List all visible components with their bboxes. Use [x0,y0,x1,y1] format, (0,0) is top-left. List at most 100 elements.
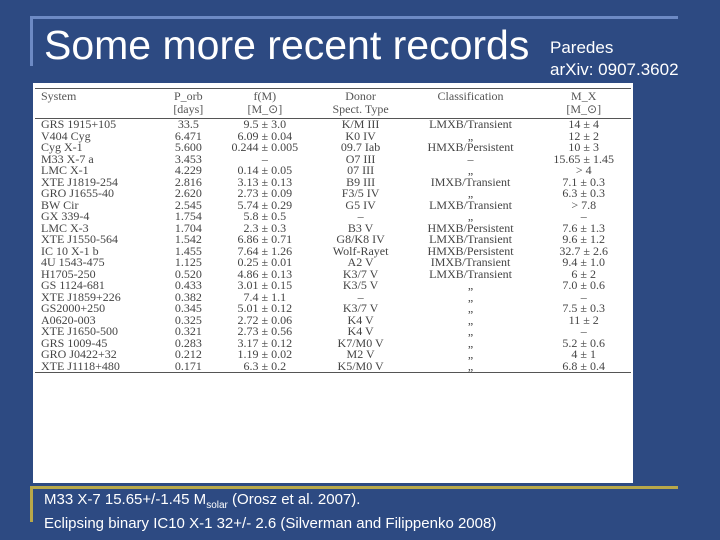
cell-donor-type: K7/M0 V [337,335,384,350]
cell-period: 2.545 [174,197,202,212]
subheader-classification [404,103,537,119]
frame-top-rule [30,16,678,19]
cell-period: 3.453 [174,151,202,166]
cell-classification: LMXB/Transient [429,232,512,246]
cell-classification: „ [467,186,474,200]
cell-bh-mass: 14 ± 4 [568,117,599,131]
cell-donor-type: 07 III [347,163,375,177]
cell-classification: „ [467,209,474,223]
table-row: GRO J0422+32 0.212 1.19 ± 0.02 M2 V „ 4 ± 1 [35,347,631,361]
header-mx: M_X [536,88,631,103]
table-row: 4U 1543-475 1.125 0.25 ± 0.01 A2 V IMXB/Tran… [35,255,631,269]
cell-mass-function: 5.74 ± 0.29 [237,197,293,212]
cell-period: 2.620 [174,186,202,200]
cell-period: 2.816 [174,174,202,189]
cell-system: LMC X-3 [41,220,89,235]
cell-system: XTE J1550-564 [41,232,118,246]
subheader-porb-unit: [days] [163,103,214,119]
slide-title: Some more recent records [44,22,530,68]
cell-system: IC 10 X-1 b [41,243,99,258]
cell-mass-function: 2.3 ± 0.3 [243,220,287,235]
table-row: XTE J1859+226 0.382 7.4 ± 1.1 – „ – [35,289,631,304]
cell-bh-mass: – [580,209,587,223]
cell-donor-type: A2 V [347,255,374,269]
cell-classification: HMXB/Persistent [427,220,514,235]
cell-donor-type: 09.7 Iab [340,140,381,154]
table-header-row: System P_orb f(M) Donor Classification M… [35,88,631,103]
cell-bh-mass: 6.8 ± 0.4 [536,360,631,373]
cell-donor-type: K4 V [347,324,374,338]
cell-mass-function: 6.09 ± 0.04 [237,128,293,143]
cell-bh-mass: 7.0 ± 0.6 [562,278,605,292]
cell-donor-type: F3/5 IV [341,186,380,200]
cell-bh-mass: 9.4 ± 1.0 [562,255,605,269]
table-row: M33 X-7 a 3.453 – O7 III – 15.65 ± 1.45 [35,151,631,166]
cell-donor-type: Wolf-Rayet [332,243,389,258]
cell-period: 0.283 [174,335,202,350]
cell-classification: LMXB/Transient [429,197,512,212]
cell-mass-function: 6.86 ± 0.71 [237,232,293,246]
cell-donor-type: K5/M0 V [316,360,405,373]
cell-mass-function: 2.73 ± 0.09 [237,186,293,200]
table-row: GRS 1915+105 33.5 9.5 ± 3.0 K/M III LMXB/Tra… [35,117,631,131]
cell-system: BW Cir [41,197,79,212]
cell-donor-type: K0 IV [345,128,376,143]
cell-system: GS 1124-681 [41,278,105,292]
cell-system: GS2000+250 [41,301,106,315]
cell-period: 1.704 [174,220,202,235]
footnote-ic10: Eclipsing binary IC10 X-1 32+/- 2.6 (Sil… [44,515,497,532]
cell-donor-type: – [357,209,364,223]
cell-classification: LMXB/Transient [429,266,512,281]
cell-classification: „ [467,163,474,177]
table-row: XTE J1550-564 1.542 6.86 ± 0.71 G8/K8 IV LMX… [35,232,631,246]
cell-period: 0.345 [174,301,202,315]
cell-period: 1.455 [174,243,202,258]
header-classification: Classification [404,88,537,103]
table-row: GX 339-4 1.754 5.8 ± 0.5 – „ – [35,209,631,223]
cell-mass-function: 6.3 ± 0.2 [213,360,317,373]
table-row: GRS 1009-45 0.283 3.17 ± 0.12 K7/M0 V „ 5.2 ±… [35,335,631,350]
cell-bh-mass: 9.6 ± 1.2 [562,232,605,246]
cell-mass-function: – [261,151,268,166]
cell-bh-mass: 7.5 ± 0.3 [562,301,605,315]
cell-donor-type: K3/7 V [342,301,379,315]
header-porb: P_orb [163,88,214,103]
cell-mass-function: 5.8 ± 0.5 [243,209,287,223]
cell-system: Cyg X-1 [41,140,83,154]
cell-period: 0.520 [174,266,202,281]
cell-bh-mass: > 7.8 [571,197,597,212]
table-row: LMC X-1 4.229 0.14 ± 0.05 07 III „ > 4 [35,163,631,177]
cell-donor-type: B3 V [347,220,374,235]
cell-bh-mass: – [580,289,587,304]
footnote-m33-text: M33 X-7 15.65+/-1.45 M [44,491,207,508]
cell-period: 0.171 [163,360,214,373]
cell-classification: „ [467,128,474,143]
cell-period: 33.5 [177,117,199,131]
cell-mass-function: 0.244 ± 0.005 [231,140,299,154]
cell-classification: HMXB/Persistent [427,140,514,154]
cell-donor-type: K3/5 V [342,278,379,292]
cell-bh-mass: – [580,324,587,338]
cell-system: XTE J1650-500 [41,324,118,338]
cell-bh-mass: 7.1 ± 0.3 [562,174,605,189]
frame-left-rule [30,16,33,66]
cell-classification: „ [404,360,537,373]
cell-period: 6.471 [174,128,202,143]
cell-classification: „ [467,347,474,361]
cell-system: M33 X-7 a [41,151,94,166]
cell-mass-function: 3.13 ± 0.13 [237,174,293,189]
table-row: A0620-003 0.325 2.72 ± 0.06 K4 V „ 11 ± 2 [35,312,631,327]
header-fm: f(M) [213,88,317,103]
cell-period: 4.229 [174,163,202,177]
cell-system: GRO J0422+32 [41,347,117,361]
frame-bottom-left-rule [30,486,33,522]
table-row: XTE J1650-500 0.321 2.73 ± 0.56 K4 V „ – [35,324,631,338]
cell-system: XTE J1859+226 [41,289,121,304]
cell-donor-type: G8/K8 IV [336,232,385,246]
cell-mass-function: 0.14 ± 0.05 [237,163,293,177]
cell-mass-function: 2.73 ± 0.56 [237,324,293,338]
cell-bh-mass: 11 ± 2 [568,312,599,327]
cell-system: A0620-003 [41,312,96,327]
cell-classification: „ [467,278,474,292]
cell-classification: – [467,151,474,166]
